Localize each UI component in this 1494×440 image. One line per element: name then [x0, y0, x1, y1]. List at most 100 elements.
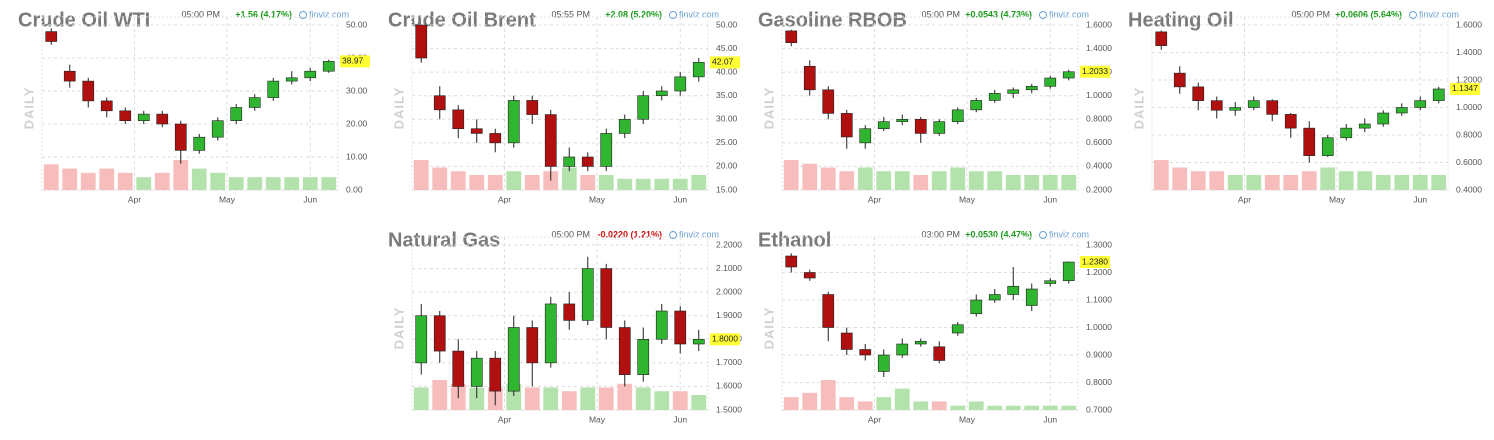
candle-body [970, 299, 983, 315]
candle-body [1377, 112, 1390, 125]
y-tick-label: 1.9000 [716, 310, 742, 320]
y-tick-label: 30.00 [716, 114, 738, 124]
candle-body [822, 294, 835, 328]
candle-body [452, 109, 465, 130]
candle-body [822, 89, 835, 114]
candle-body [1044, 280, 1057, 284]
volume-bar [1375, 175, 1391, 190]
plot-frame [1151, 16, 1449, 191]
source-icon [1409, 11, 1417, 19]
x-tick-label: Apr [128, 194, 141, 204]
y-tick-label: 45.00 [716, 43, 738, 53]
last-price-label: 1.1347 [1452, 83, 1478, 93]
y-tick-label: 0.8000 [1456, 129, 1482, 139]
volume-bar [839, 397, 855, 410]
candle-body [100, 100, 113, 112]
volume-bar [1190, 171, 1206, 190]
volume-bar [968, 171, 984, 190]
y-tick-label: 1.4000 [1086, 43, 1112, 53]
candle-body [1007, 89, 1020, 94]
source-icon [1039, 11, 1047, 19]
volume-bar [1042, 175, 1058, 190]
panel-title: Natural Gas [388, 229, 500, 251]
x-tick-label: May [959, 414, 976, 424]
source-icon [669, 231, 677, 239]
candle-body [618, 118, 631, 134]
volume-bar [432, 380, 448, 410]
candle-body [637, 95, 650, 120]
volume-bar [894, 171, 910, 190]
volume-bar [617, 178, 633, 190]
candle-body [692, 62, 705, 78]
candle-body [877, 121, 890, 130]
volume-bar [635, 178, 651, 190]
volume-bar [635, 387, 651, 410]
side-label: DAILY [391, 87, 406, 130]
candle-body [526, 327, 539, 364]
candle-body [1340, 127, 1353, 139]
volume-bar [247, 177, 263, 190]
candle-body [692, 338, 705, 345]
candle-body [840, 332, 853, 350]
volume-bar [228, 177, 244, 190]
source-icon [1039, 231, 1047, 239]
volume-bar [154, 172, 170, 190]
candle-body [914, 340, 927, 345]
candle-body [914, 118, 927, 134]
last-price-label: 1.8000 [712, 334, 738, 344]
x-tick-label: Jun [303, 194, 317, 204]
candle-body [1432, 88, 1445, 101]
candle-body [1192, 86, 1205, 101]
volume-bar [1338, 171, 1354, 190]
candle-body [951, 109, 964, 122]
volume-bar [506, 171, 522, 190]
candle-body [655, 310, 668, 340]
volume-bar [487, 175, 503, 190]
volume-bar [561, 391, 577, 410]
chart-panel: Heating Oil 05:00 PM +0.0606 (5.64%) finviz… [1128, 9, 1482, 204]
volume-bar [1172, 167, 1188, 190]
candle-body [1025, 288, 1038, 306]
chart-panel: Crude Oil WTI 05:00 PM +1.56 (4.17%) finviz… [18, 9, 370, 204]
panel-title: Gasoline RBOB [758, 9, 907, 31]
y-tick-label: 1.6000 [1456, 19, 1482, 29]
volume-bar [802, 163, 818, 190]
candle-body [674, 310, 687, 345]
candle-body [951, 324, 964, 334]
volume-bar [913, 175, 929, 190]
y-tick-label: 1.0000 [1086, 322, 1112, 332]
volume-bar [876, 397, 892, 410]
chart-panel: Natural Gas 05:00 PM -0.0220 (1.21%) finviz… [388, 229, 742, 424]
side-label: DAILY [391, 307, 406, 350]
volume-bar [561, 167, 577, 190]
y-tick-label: 15.00 [716, 184, 738, 194]
candle-body [489, 133, 502, 144]
x-tick-label: May [589, 194, 606, 204]
volume-bar [580, 175, 596, 190]
time: 05:00 PM [551, 229, 590, 239]
candle-body [1044, 77, 1057, 87]
candle-body [970, 100, 983, 111]
last-price-box [710, 333, 740, 346]
volume-bar [1024, 405, 1040, 410]
volume-bar [302, 177, 318, 190]
volume-bar [783, 397, 799, 410]
volume-bar [173, 160, 189, 190]
volume-bar [99, 168, 115, 190]
last-price-label: 1.2380 [1082, 256, 1108, 266]
candle-body [415, 315, 428, 364]
volume-bar [413, 387, 429, 410]
volume-bar [413, 160, 429, 190]
y-tick-label: 0.4000 [1456, 184, 1482, 194]
volume-bar [1246, 175, 1262, 190]
side-label: DAILY [1131, 87, 1146, 130]
candle-body [896, 343, 909, 356]
time: 05:00 PM [921, 9, 960, 19]
last-price-label: 38.97 [342, 56, 364, 66]
candle-body [600, 268, 613, 328]
candle-body [470, 128, 483, 134]
y-tick-label: 0.9000 [1086, 349, 1112, 359]
x-tick-label: May [959, 194, 976, 204]
y-tick-label: 0.4000 [1086, 161, 1112, 171]
volume-bar [1264, 175, 1280, 190]
